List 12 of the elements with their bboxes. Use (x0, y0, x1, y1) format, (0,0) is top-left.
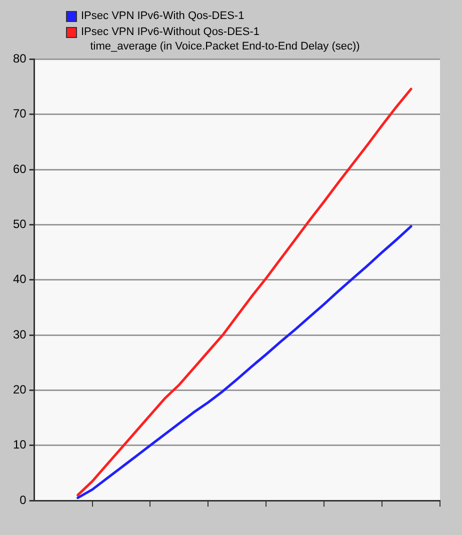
y-tick-label: 20 (12, 382, 27, 397)
y-tick-label: 80 (12, 52, 27, 66)
y-tick-label: 40 (12, 272, 27, 286)
y-tick-label: 10 (12, 438, 27, 452)
y-tick-label: 60 (12, 162, 27, 176)
y-tick-label: 50 (12, 217, 27, 232)
y-tick-label: 70 (12, 106, 27, 121)
y-tick-label: 0 (20, 492, 27, 507)
chart-title: time_average (in Voice.Packet End-to-End Delay (sec)) (90, 40, 360, 53)
legend-label: IPsec VPN IPv6-Without Qos-DES-1 (81, 26, 260, 38)
y-tick-label: 30 (12, 327, 27, 342)
legend-label: IPsec VPN IPv6-With Qos-DES-1 (81, 10, 244, 22)
